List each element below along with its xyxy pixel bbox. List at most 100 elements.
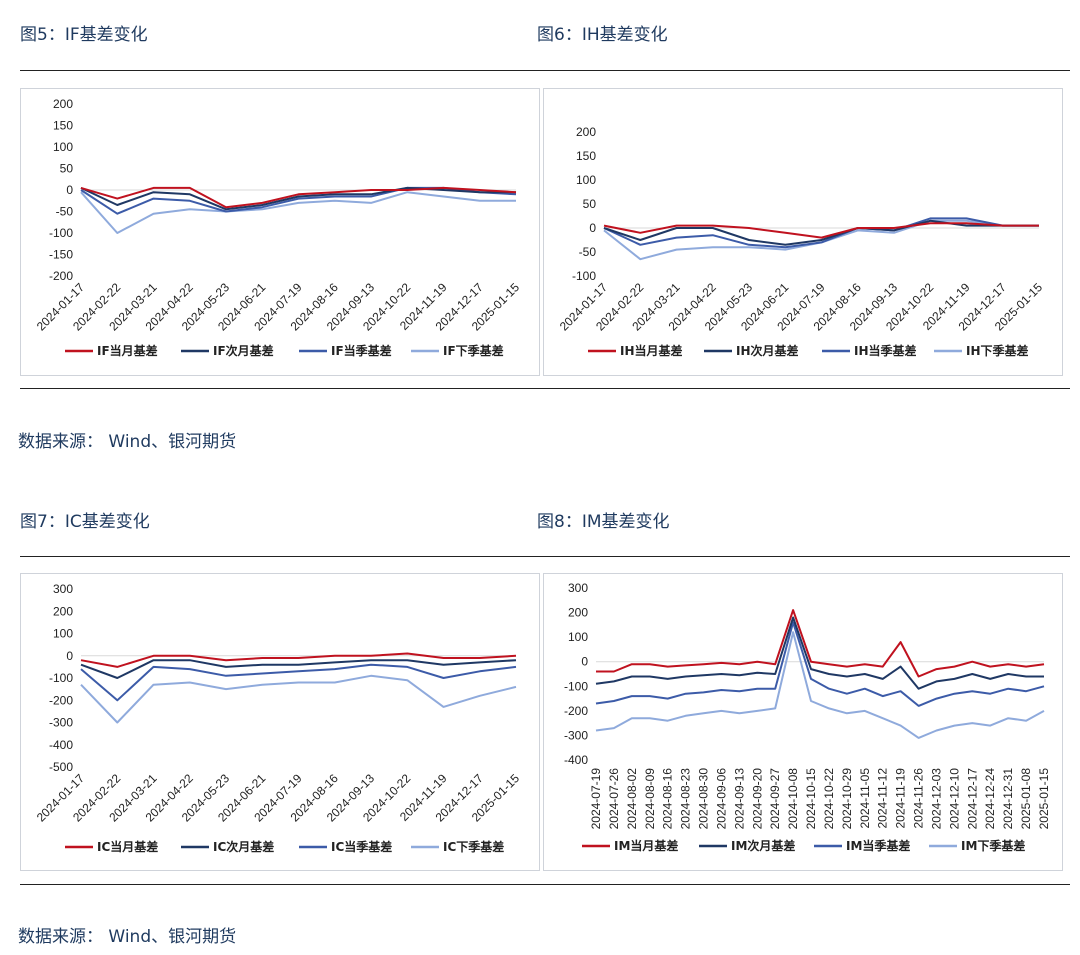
y-tick-label: 300 <box>568 581 588 595</box>
y-tick-label: -200 <box>49 693 73 707</box>
x-tick-label: 2024-09-13 <box>732 768 746 830</box>
legend-label: IF当月基差 <box>97 343 158 358</box>
y-tick-label: -150 <box>49 248 73 262</box>
y-tick-label: -200 <box>564 704 588 718</box>
y-tick-label: 50 <box>60 162 74 176</box>
x-tick-label: 2024-07-19 <box>589 768 603 830</box>
y-tick-label: 100 <box>568 630 588 644</box>
series-line-2 <box>595 616 1044 690</box>
top-rule <box>20 70 1070 71</box>
y-tick-label: 200 <box>576 125 596 139</box>
fig7-caption: 图7：IC基差变化 <box>20 512 150 532</box>
series-line-4 <box>80 674 517 724</box>
x-tick-label: 2024-09-06 <box>714 768 728 830</box>
series-line-3 <box>80 186 517 215</box>
x-tick-label: 2024-10-15 <box>804 768 818 830</box>
y-tick-label: -100 <box>49 671 73 685</box>
series-line-4 <box>80 191 516 234</box>
bottom-bottom-rule <box>20 884 1070 885</box>
series-line-3 <box>603 217 1039 249</box>
y-tick-label: -100 <box>564 679 588 693</box>
y-tick-label: 0 <box>589 221 596 235</box>
x-tick-label: 2025-01-08 <box>1019 768 1033 830</box>
x-tick-label: 2024-11-26 <box>912 768 926 829</box>
y-tick-label: -200 <box>49 269 73 283</box>
source-note-top: 数据来源： Wind、银河期货 <box>18 432 237 452</box>
x-tick-label: 2024-11-05 <box>858 768 872 829</box>
legend-label: IC次月基差 <box>213 839 274 854</box>
y-tick-label: -50 <box>579 245 597 259</box>
y-tick-label: -400 <box>49 738 73 752</box>
legend-label: IH当月基差 <box>620 343 683 358</box>
series-line-3 <box>80 663 517 702</box>
legend-label: IH下季基差 <box>966 343 1029 358</box>
series-line-2 <box>80 659 517 679</box>
y-tick-label: 0 <box>581 655 588 669</box>
legend-label: IH次月基差 <box>736 343 799 358</box>
legend-label: IM当季基差 <box>846 838 910 853</box>
series-line-4 <box>595 631 1045 739</box>
y-tick-label: -400 <box>564 753 588 767</box>
x-tick-label: 2024-08-02 <box>625 768 639 830</box>
chart-ic: 3002001000-100-200-300-400-5002024-01-17… <box>34 582 523 854</box>
y-tick-label: 0 <box>66 649 73 663</box>
legend-label: IM次月基差 <box>731 838 795 853</box>
fig8-caption: 图8：IM基差变化 <box>537 512 670 532</box>
legend-label: IC下季基差 <box>443 839 504 854</box>
y-tick-label: 150 <box>53 119 73 133</box>
x-tick-label: 2024-08-16 <box>661 768 675 830</box>
y-tick-label: -500 <box>49 760 73 774</box>
x-tick-label: 2024-12-10 <box>947 768 961 830</box>
series-line-1 <box>596 609 1045 678</box>
legend-label: IF次月基差 <box>213 343 274 358</box>
y-tick-label: 200 <box>53 604 73 618</box>
legend-label: IM当月基差 <box>614 838 678 853</box>
source-note-bottom: 数据来源： Wind、银河期货 <box>18 927 237 947</box>
x-tick-label: 2024-08-23 <box>679 768 693 830</box>
top-bottom-rule <box>20 388 1070 389</box>
y-tick-label: 0 <box>66 183 73 197</box>
x-tick-label: 2024-11-12 <box>876 768 890 829</box>
y-tick-label: -50 <box>56 205 74 219</box>
series-line-2 <box>80 186 516 211</box>
chart-if-panel: 200 150 100 50 0 -50 -100 -150 -200 2024-01-17 202… <box>20 88 540 376</box>
y-tick-label: 50 <box>583 197 597 211</box>
y-tick-label: 100 <box>53 140 73 154</box>
chart-im-panel: 300 200 100 0 -100 -200 -300 -400 2024-07-19 2024… <box>543 573 1063 871</box>
x-tick-label: 2024-09-27 <box>768 768 782 830</box>
legend-label: IC当季基差 <box>331 839 392 854</box>
y-tick-label: 100 <box>53 627 73 641</box>
x-tick-label: 2024-11-19 <box>894 768 908 829</box>
x-tick-label: 2024-08-09 <box>643 768 657 830</box>
x-tick-label: 2024-07-26 <box>607 768 621 830</box>
legend-label: IH当季基差 <box>854 343 917 358</box>
legend-label: IM下季基差 <box>961 838 1025 853</box>
legend-label: IF下季基差 <box>443 343 504 358</box>
fig5-caption: 图5：IF基差变化 <box>20 25 148 45</box>
y-tick-label: -300 <box>564 728 588 742</box>
series-line-1 <box>80 186 517 209</box>
y-tick-label: 200 <box>53 97 73 111</box>
chart-if: 200150100500-50-100-150-2002024-01-17202… <box>34 97 523 358</box>
x-tick-label: 2024-12-03 <box>929 768 943 830</box>
chart-ih-panel: 200 150 100 50 0 -50 -100 2024-01-17 2024-02-22 2… <box>543 88 1063 376</box>
x-tick-label: 2024-10-29 <box>840 768 854 830</box>
y-tick-label: 300 <box>53 582 73 596</box>
x-tick-label: 2024-08-30 <box>697 768 711 830</box>
fig6-caption: 图6：IH基差变化 <box>537 25 668 45</box>
x-tick-label: 2024-10-22 <box>822 768 836 830</box>
series-line-1 <box>80 652 517 668</box>
y-tick-label: -100 <box>572 269 596 283</box>
y-tick-label: 200 <box>568 606 588 620</box>
y-tick-label: -100 <box>49 226 73 240</box>
x-tick-label: 2024-10-08 <box>786 768 800 830</box>
series-line-1 <box>603 222 1039 239</box>
x-tick-label: 2025-01-15 <box>1037 768 1051 830</box>
series-line-2 <box>603 219 1039 246</box>
chart-ic-panel: 300 200 100 0 -100 -200 -300 -400 -500 2024-01-17… <box>20 573 540 871</box>
chart-ih: 200150100500-50-1002024-01-172024-02-222… <box>557 125 1046 358</box>
x-tick-label: 2024-09-20 <box>750 768 764 830</box>
legend-label: IF当季基差 <box>331 343 392 358</box>
series-line-3 <box>595 621 1045 707</box>
